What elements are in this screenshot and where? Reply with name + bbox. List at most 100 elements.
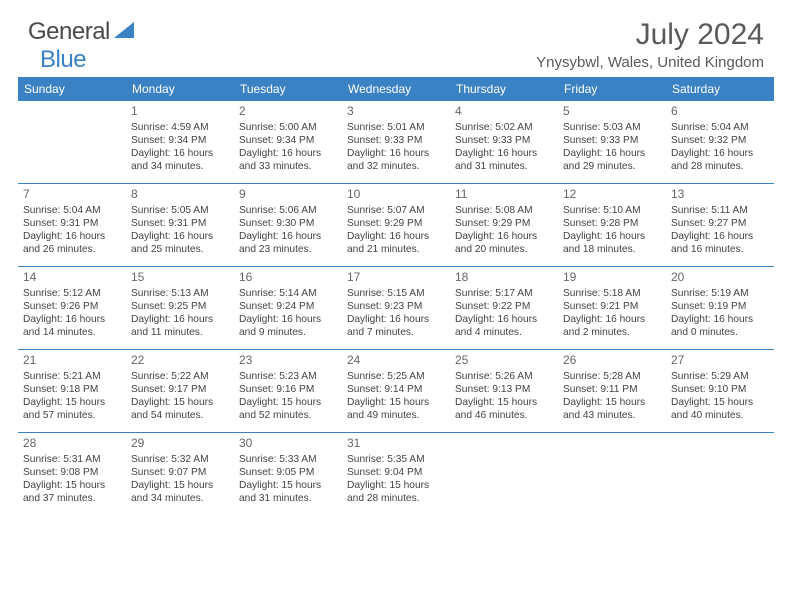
sunset-text: Sunset: 9:29 PM bbox=[455, 217, 553, 230]
triangle-icon bbox=[114, 22, 134, 43]
day-cell bbox=[450, 433, 558, 515]
day-cell: 16Sunrise: 5:14 AMSunset: 9:24 PMDayligh… bbox=[234, 267, 342, 349]
sunset-text: Sunset: 9:11 PM bbox=[563, 383, 661, 396]
daylight-text: Daylight: 16 hours and 18 minutes. bbox=[563, 230, 661, 257]
day-number: 27 bbox=[671, 353, 769, 369]
daylight-text: Daylight: 16 hours and 32 minutes. bbox=[347, 147, 445, 174]
daylight-text: Daylight: 16 hours and 25 minutes. bbox=[131, 230, 229, 257]
daylight-text: Daylight: 15 hours and 54 minutes. bbox=[131, 396, 229, 423]
sunset-text: Sunset: 9:31 PM bbox=[131, 217, 229, 230]
daylight-text: Daylight: 15 hours and 40 minutes. bbox=[671, 396, 769, 423]
sunrise-text: Sunrise: 5:04 AM bbox=[671, 121, 769, 134]
week-row: 14Sunrise: 5:12 AMSunset: 9:26 PMDayligh… bbox=[18, 267, 774, 350]
day-number: 4 bbox=[455, 104, 553, 120]
day-number: 8 bbox=[131, 187, 229, 203]
sunset-text: Sunset: 9:31 PM bbox=[23, 217, 121, 230]
day-cell: 6Sunrise: 5:04 AMSunset: 9:32 PMDaylight… bbox=[666, 101, 774, 183]
week-row: 21Sunrise: 5:21 AMSunset: 9:18 PM Dayligh… bbox=[18, 350, 774, 433]
daylight-text: Daylight: 16 hours and 7 minutes. bbox=[347, 313, 445, 340]
sunrise-text: Sunrise: 5:00 AM bbox=[239, 121, 337, 134]
daylight-text: Daylight: 16 hours and 21 minutes. bbox=[347, 230, 445, 257]
day-cell: 22Sunrise: 5:22 AMSunset: 9:17 PMDayligh… bbox=[126, 350, 234, 432]
sunrise-text: Sunrise: 5:29 AM bbox=[671, 370, 769, 383]
day-cell: 28Sunrise: 5:31 AMSunset: 9:08 PMDayligh… bbox=[18, 433, 126, 515]
location: Ynysybwl, Wales, United Kingdom bbox=[536, 54, 764, 71]
sunset-text: Sunset: 9:34 PM bbox=[239, 134, 337, 147]
weekday-row: SundayMondayTuesdayWednesdayThursdayFrid… bbox=[18, 77, 774, 101]
daylight-text: Daylight: 15 hours and 52 minutes. bbox=[239, 396, 337, 423]
day-number: 15 bbox=[131, 270, 229, 286]
day-number: 21 bbox=[23, 353, 121, 369]
sunrise-text: Sunrise: 5:08 AM bbox=[455, 204, 553, 217]
daylight-text: Daylight: 16 hours and 9 minutes. bbox=[239, 313, 337, 340]
day-number: 20 bbox=[671, 270, 769, 286]
day-cell: 5Sunrise: 5:03 AMSunset: 9:33 PMDaylight… bbox=[558, 101, 666, 183]
day-number: 10 bbox=[347, 187, 445, 203]
sunset-text: Sunset: 9:05 PM bbox=[239, 466, 337, 479]
day-cell: 26Sunrise: 5:28 AMSunset: 9:11 PMDayligh… bbox=[558, 350, 666, 432]
daylight-text: Daylight: 16 hours and 14 minutes. bbox=[23, 313, 121, 340]
daylight-text: Daylight: 16 hours and 28 minutes. bbox=[671, 147, 769, 174]
sunrise-text: Sunrise: 5:19 AM bbox=[671, 287, 769, 300]
week-row: 28Sunrise: 5:31 AMSunset: 9:08 PMDayligh… bbox=[18, 433, 774, 515]
day-number: 17 bbox=[347, 270, 445, 286]
sunrise-text: Sunrise: 5:32 AM bbox=[131, 453, 229, 466]
day-cell: 14Sunrise: 5:12 AMSunset: 9:26 PMDayligh… bbox=[18, 267, 126, 349]
sunset-text: Sunset: 9:07 PM bbox=[131, 466, 229, 479]
day-cell: 25Sunrise: 5:26 AMSunset: 9:13 PMDayligh… bbox=[450, 350, 558, 432]
day-number: 24 bbox=[347, 353, 445, 369]
sunset-text: Sunset: 9:29 PM bbox=[347, 217, 445, 230]
sunset-text: Sunset: 9:28 PM bbox=[563, 217, 661, 230]
header: General July 2024 Ynysybwl, Wales, Unite… bbox=[0, 0, 792, 77]
sunset-text: Sunset: 9:33 PM bbox=[347, 134, 445, 147]
sunset-text: Sunset: 9:22 PM bbox=[455, 300, 553, 313]
day-number: 30 bbox=[239, 436, 337, 452]
day-cell: 18Sunrise: 5:17 AMSunset: 9:22 PMDayligh… bbox=[450, 267, 558, 349]
sunrise-text: Sunrise: 5:15 AM bbox=[347, 287, 445, 300]
day-cell: 23Sunrise: 5:23 AMSunset: 9:16 PMDayligh… bbox=[234, 350, 342, 432]
sunset-text: Sunset: 9:21 PM bbox=[563, 300, 661, 313]
sunrise-text: Sunrise: 5:26 AM bbox=[455, 370, 553, 383]
weekday-header: Saturday bbox=[666, 77, 774, 101]
sunset-text: Sunset: 9:18 PM bbox=[23, 383, 121, 396]
weekday-header: Wednesday bbox=[342, 77, 450, 101]
daylight-text: Daylight: 16 hours and 34 minutes. bbox=[131, 147, 229, 174]
logo-line2: Blue bbox=[40, 46, 86, 74]
daylight-text: Daylight: 15 hours and 49 minutes. bbox=[347, 396, 445, 423]
day-number: 13 bbox=[671, 187, 769, 203]
day-cell: 19Sunrise: 5:18 AMSunset: 9:21 PMDayligh… bbox=[558, 267, 666, 349]
day-number: 9 bbox=[239, 187, 337, 203]
month-title: July 2024 bbox=[536, 18, 764, 52]
day-number: 11 bbox=[455, 187, 553, 203]
day-number: 12 bbox=[563, 187, 661, 203]
day-cell: 9Sunrise: 5:06 AMSunset: 9:30 PMDaylight… bbox=[234, 184, 342, 266]
sunrise-text: Sunrise: 5:21 AM bbox=[23, 370, 121, 383]
day-number: 26 bbox=[563, 353, 661, 369]
sunrise-text: Sunrise: 5:18 AM bbox=[563, 287, 661, 300]
daylight-text: Daylight: 16 hours and 2 minutes. bbox=[563, 313, 661, 340]
sunrise-text: Sunrise: 5:35 AM bbox=[347, 453, 445, 466]
day-cell bbox=[666, 433, 774, 515]
day-cell: 3Sunrise: 5:01 AMSunset: 9:33 PMDaylight… bbox=[342, 101, 450, 183]
sunset-text: Sunset: 9:19 PM bbox=[671, 300, 769, 313]
day-number: 29 bbox=[131, 436, 229, 452]
daylight-text: Daylight: 16 hours and 31 minutes. bbox=[455, 147, 553, 174]
day-number: 28 bbox=[23, 436, 121, 452]
day-cell: 10Sunrise: 5:07 AMSunset: 9:29 PMDayligh… bbox=[342, 184, 450, 266]
logo-text-1: General bbox=[28, 18, 110, 46]
day-number: 1 bbox=[131, 104, 229, 120]
day-cell: 24Sunrise: 5:25 AMSunset: 9:14 PMDayligh… bbox=[342, 350, 450, 432]
weeks-container: 1Sunrise: 4:59 AMSunset: 9:34 PMDaylight… bbox=[18, 101, 774, 515]
sunset-text: Sunset: 9:24 PM bbox=[239, 300, 337, 313]
day-number: 6 bbox=[671, 104, 769, 120]
day-cell: 30Sunrise: 5:33 AMSunset: 9:05 PMDayligh… bbox=[234, 433, 342, 515]
weekday-header: Tuesday bbox=[234, 77, 342, 101]
day-number: 16 bbox=[239, 270, 337, 286]
sunrise-text: Sunrise: 5:28 AM bbox=[563, 370, 661, 383]
sunset-text: Sunset: 9:13 PM bbox=[455, 383, 553, 396]
sunrise-text: Sunrise: 5:11 AM bbox=[671, 204, 769, 217]
day-number: 23 bbox=[239, 353, 337, 369]
day-number: 5 bbox=[563, 104, 661, 120]
day-cell: 13Sunrise: 5:11 AMSunset: 9:27 PMDayligh… bbox=[666, 184, 774, 266]
sunset-text: Sunset: 9:08 PM bbox=[23, 466, 121, 479]
